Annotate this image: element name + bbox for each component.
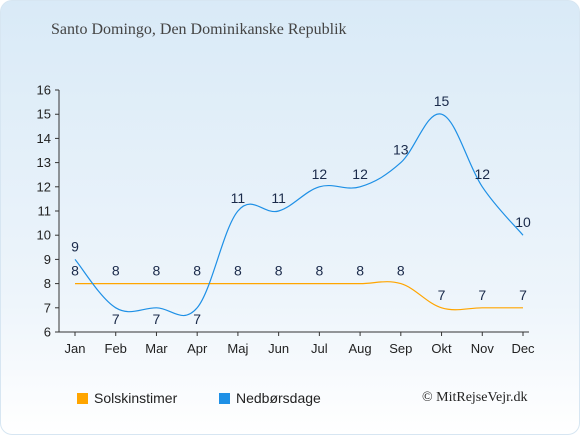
x-tick-label: Jan xyxy=(65,341,86,356)
data-label-rain: 12 xyxy=(312,166,328,182)
data-label-rain: 12 xyxy=(352,166,368,182)
data-label-rain: 15 xyxy=(434,93,450,109)
y-tick-label: 6 xyxy=(44,325,51,340)
x-tick-label: Nov xyxy=(471,341,495,356)
x-tick-label: Maj xyxy=(227,341,248,356)
legend-item-rain: Nedbørsdage xyxy=(219,390,321,406)
y-tick-label: 16 xyxy=(37,83,51,98)
data-label-sun: 8 xyxy=(153,263,161,279)
chart-title: Santo Domingo, Den Dominikanske Republik xyxy=(51,21,347,38)
data-label-sun: 8 xyxy=(234,263,242,279)
x-tick-label: Feb xyxy=(105,341,127,356)
y-tick-label: 11 xyxy=(38,204,52,219)
data-label-rain: 7 xyxy=(153,311,161,327)
data-label-sun: 8 xyxy=(397,263,405,279)
data-label-sun: 8 xyxy=(71,263,79,279)
legend-swatch-rain xyxy=(219,392,230,404)
y-tick-label: 9 xyxy=(44,252,51,267)
x-tick-label: Jul xyxy=(311,341,328,356)
credit-text: © MitRejseVejr.dk xyxy=(422,390,528,405)
data-label-rain: 9 xyxy=(71,238,79,254)
y-tick-label: 14 xyxy=(37,131,51,146)
data-label-sun: 8 xyxy=(193,263,201,279)
legend-item-sun: Solskinstimer xyxy=(77,390,177,406)
series-line-sun xyxy=(75,281,523,311)
axes: 6 7 8 9 10 11 12 13 14 15 16 Jan Feb Mar Apr Maj Jun Jul A… xyxy=(37,83,536,357)
data-label-rain: 7 xyxy=(112,311,120,327)
data-label-rain: 10 xyxy=(515,214,531,230)
x-tick-label: Sep xyxy=(389,341,412,356)
data-label-rain: 12 xyxy=(474,166,490,182)
x-tick-label: Okt xyxy=(431,341,452,356)
legend-label-rain: Nedbørsdage xyxy=(236,390,321,406)
y-tick-label: 8 xyxy=(44,276,51,291)
y-tick-label: 13 xyxy=(37,155,51,170)
y-tick-label: 7 xyxy=(44,300,51,315)
data-label-sun: 8 xyxy=(315,263,323,279)
series-line-rain xyxy=(74,113,524,317)
data-label-rain: 13 xyxy=(393,142,409,158)
data-label-rain: 7 xyxy=(193,311,201,327)
series-group xyxy=(74,113,524,317)
data-label-sun: 8 xyxy=(112,263,120,279)
y-tick-label: 12 xyxy=(37,179,51,194)
data-label-sun: 7 xyxy=(519,287,527,303)
y-tick-label: 15 xyxy=(37,107,51,122)
data-label-sun: 7 xyxy=(438,287,446,303)
y-tick-label: 10 xyxy=(37,228,51,243)
data-label-sun: 8 xyxy=(356,263,364,279)
x-tick-label: Mar xyxy=(145,341,168,356)
data-label-sun: 7 xyxy=(478,287,486,303)
data-label-sun: 8 xyxy=(275,263,283,279)
legend-label-sun: Solskinstimer xyxy=(94,390,178,406)
data-labels: 8 8 8 8 8 8 8 8 8 7 7 7 9 7 7 7 11 11 12 12 13 15 12 10 xyxy=(71,93,531,327)
x-tick-label: Apr xyxy=(187,341,208,356)
x-tick-label: Dec xyxy=(511,341,535,356)
x-tick-label: Aug xyxy=(349,341,372,356)
data-label-rain: 11 xyxy=(231,190,246,206)
x-tick-label: Jun xyxy=(268,341,289,356)
legend-swatch-sun xyxy=(77,392,88,404)
data-label-rain: 11 xyxy=(271,190,286,206)
